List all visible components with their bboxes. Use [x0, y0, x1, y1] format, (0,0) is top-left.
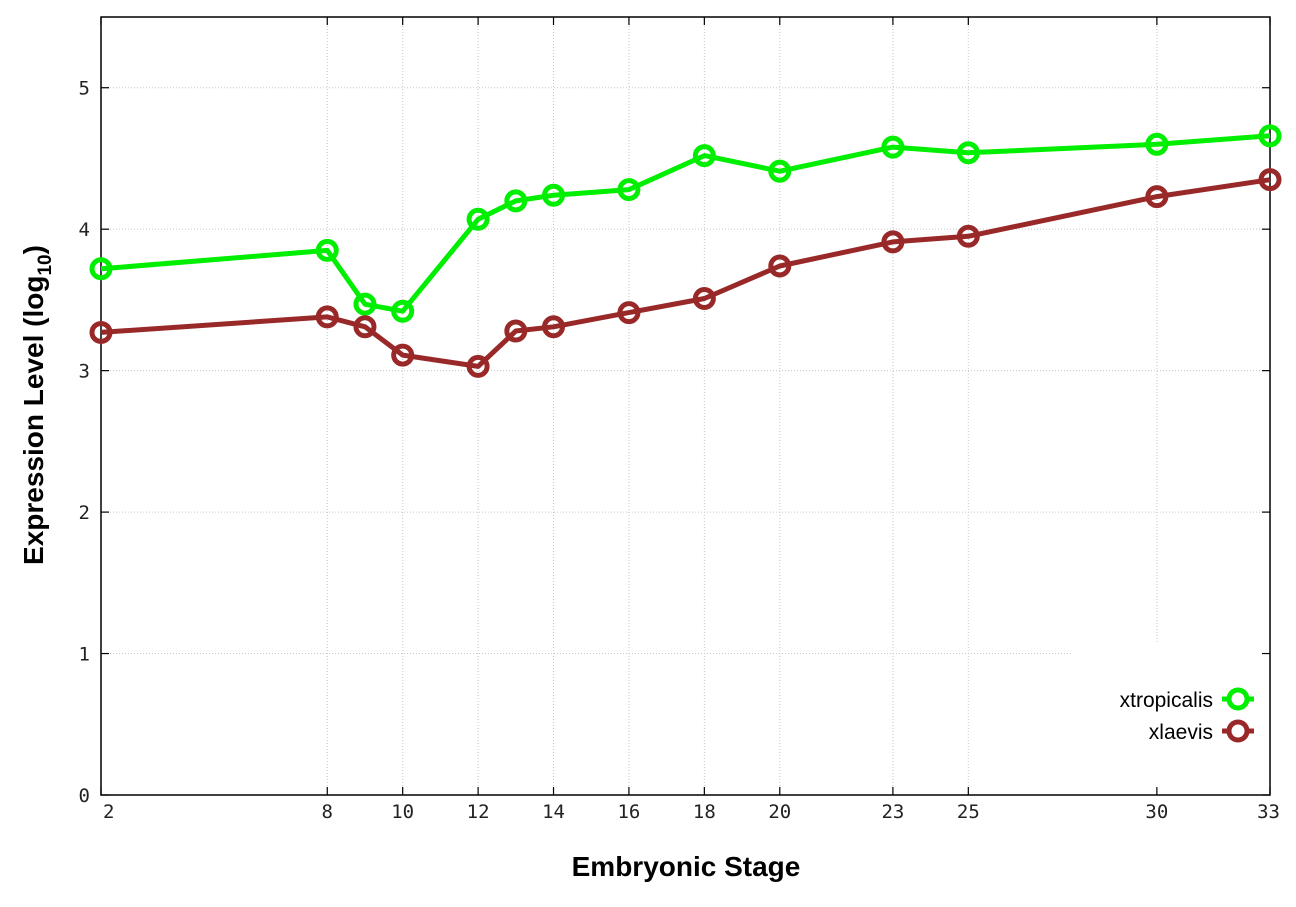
- data-point: [466, 207, 490, 231]
- legend-swatch-marker: [1226, 687, 1250, 711]
- series-xtropicalis: [89, 124, 1282, 323]
- x-tick-label: 33: [1257, 801, 1280, 823]
- y-tick-label: 1: [79, 644, 90, 666]
- data-point: [504, 319, 528, 343]
- y-tick-label: 0: [79, 785, 90, 807]
- legend-label: xlaevis: [1149, 721, 1213, 744]
- data-point: [881, 135, 905, 159]
- y-axis-title-subscript: 10: [35, 254, 56, 275]
- legend-label: xtropicalis: [1120, 689, 1213, 712]
- y-tick-label: 4: [79, 219, 90, 241]
- data-point: [692, 144, 716, 168]
- data-point: [391, 343, 415, 367]
- data-point: [504, 189, 528, 213]
- data-point: [692, 286, 716, 310]
- data-point: [1258, 168, 1282, 192]
- data-point: [466, 354, 490, 378]
- data-point: [542, 183, 566, 207]
- y-axis-title: Expression Level (log10): [18, 245, 56, 565]
- data-point: [768, 254, 792, 278]
- legend: xtropicalis xlaevis: [1120, 687, 1254, 744]
- x-axis-tick-labels: 2 8 10 12 14 16 18 20 23 25 30 33: [103, 801, 1280, 823]
- data-point: [956, 224, 980, 248]
- x-axis-title: Embryonic Stage: [572, 851, 801, 882]
- axis-ticks: [100, 17, 1271, 796]
- data-point: [881, 230, 905, 254]
- y-axis-title-main: Expression Level (log: [18, 276, 49, 565]
- data-point: [956, 141, 980, 165]
- x-tick-label: 8: [322, 801, 333, 823]
- x-tick-label: 18: [693, 801, 716, 823]
- x-tick-label: 12: [467, 801, 490, 823]
- data-point: [315, 305, 339, 329]
- data-point: [617, 301, 641, 325]
- data-point: [1145, 185, 1169, 209]
- plot-border: [100, 16, 1271, 796]
- series-xlaevis: [89, 168, 1282, 378]
- y-axis-title-close: ): [18, 245, 49, 254]
- data-point: [768, 159, 792, 183]
- data-point: [617, 178, 641, 202]
- data-point: [315, 238, 339, 262]
- x-tick-label: 25: [957, 801, 980, 823]
- data-point: [391, 299, 415, 323]
- data-point: [353, 292, 377, 316]
- data-point: [1258, 124, 1282, 148]
- y-tick-label: 5: [79, 78, 90, 100]
- x-tick-label: 10: [391, 801, 414, 823]
- x-tick-label: 20: [768, 801, 791, 823]
- y-tick-label: 3: [79, 361, 90, 383]
- y-axis-tick-labels: 0 1 2 3 4 5: [79, 78, 90, 807]
- x-tick-label: 2: [103, 801, 114, 823]
- x-tick-label: 14: [542, 801, 565, 823]
- x-tick-label: 30: [1145, 801, 1168, 823]
- data-point: [89, 257, 113, 281]
- legend-background: [1072, 642, 1269, 794]
- x-tick-label: 16: [617, 801, 640, 823]
- legend-swatch-marker: [1226, 719, 1250, 743]
- series-layer: [89, 124, 1282, 378]
- data-point: [1145, 132, 1169, 156]
- data-point: [542, 315, 566, 339]
- data-point: [89, 320, 113, 344]
- data-point: [353, 315, 377, 339]
- x-tick-label: 23: [881, 801, 904, 823]
- y-tick-label: 2: [79, 502, 90, 524]
- series-line: [100, 133, 1271, 314]
